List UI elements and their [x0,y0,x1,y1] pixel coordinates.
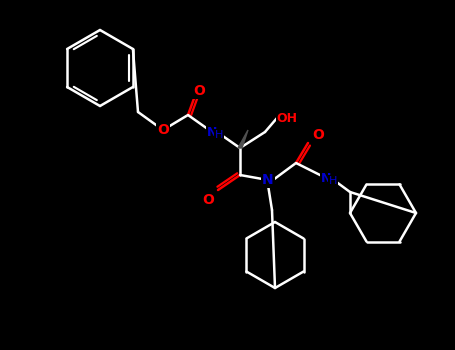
Text: N: N [207,126,217,139]
Text: OH: OH [277,112,298,125]
Text: O: O [312,128,324,142]
Text: H: H [215,130,223,140]
Text: N: N [321,172,331,184]
Polygon shape [238,130,248,148]
Text: O: O [157,123,169,137]
Text: H: H [329,176,337,186]
Text: N: N [262,173,274,187]
Text: O: O [202,193,214,207]
Text: O: O [193,84,205,98]
